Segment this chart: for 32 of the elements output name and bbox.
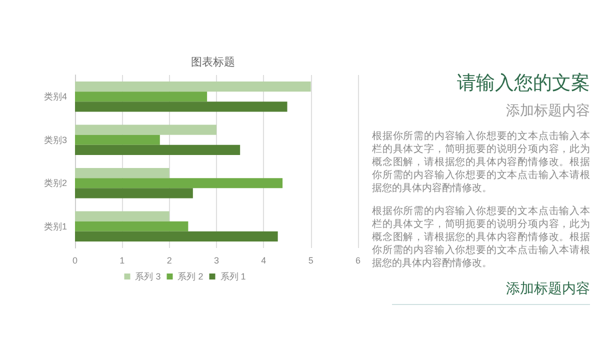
- x-tick-label: 0: [72, 256, 78, 266]
- x-tick-label: 2: [166, 256, 172, 266]
- text: 根据你所需的内容输入你想要的文本点击输入本栏的具体文字，简明扼要的说明分项内容，此为概念图解，请根据您的具体内容酌情修改。根据你所需的内容输入你想要的文本点击输入本请根据您的具体内容酌情修改。: [372, 205, 590, 270]
- legend-label: 系列 3: [135, 272, 161, 282]
- y-tick-label: 类别3: [44, 134, 67, 145]
- bar: [75, 231, 278, 242]
- x-tick-label: 1: [120, 256, 125, 266]
- y-tick-label: 类别4: [44, 92, 67, 102]
- bar: [75, 178, 283, 188]
- bar: [75, 81, 311, 92]
- x-tick-label: 4: [261, 256, 266, 266]
- chart-title: 图表标题: [191, 56, 235, 68]
- x-tick-label: 6: [355, 256, 361, 266]
- legend-label: 系列 1: [220, 272, 246, 282]
- x-tick-label: 5: [308, 256, 314, 266]
- text: 添加标题内容: [505, 102, 590, 120]
- x-tick-label: 3: [214, 256, 220, 266]
- y-tick-label: 类别1: [44, 221, 67, 232]
- text: 添加标题内容: [505, 280, 590, 298]
- text: 根据你所需的内容输入你想要的文本点击输入本栏的具体文字，简明扼要的说明分项内容，此为概念图解，请根据您的具体内容酌情修改。根据你所需的内容输入你想要的文本点击输入本请根据您的具体内容酌情修改。: [372, 130, 590, 195]
- bar: [75, 124, 216, 135]
- bar: [75, 144, 240, 156]
- bar: [75, 188, 193, 198]
- bar: [75, 134, 160, 145]
- bar: [75, 211, 170, 222]
- bar: [75, 221, 188, 232]
- bar: [75, 102, 288, 112]
- bar: [75, 92, 208, 102]
- legend-label: 系列 2: [178, 272, 204, 282]
- text: 请输入您的文案: [456, 71, 590, 96]
- bar: [75, 168, 170, 178]
- y-tick-label: 类别2: [44, 178, 67, 188]
